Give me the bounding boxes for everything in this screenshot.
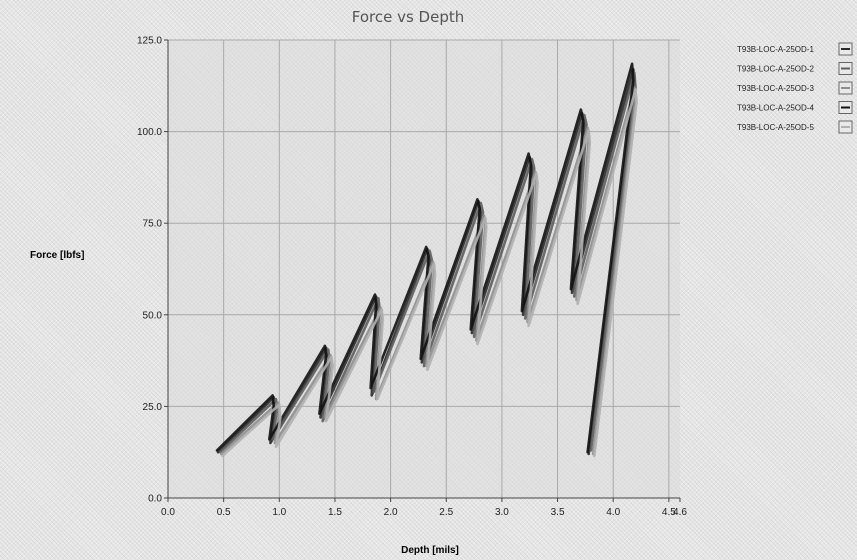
y-tick-label: 100.0: [137, 127, 162, 138]
y-tick-label: 50.0: [143, 310, 163, 321]
series-line-5: [221, 88, 638, 458]
legend-label: T93B-LOC-A-25OD-3: [737, 84, 814, 93]
x-tick-label: 1.0: [272, 507, 286, 518]
legend: T93B-LOC-A-25OD-1 T93B-LOC-A-25OD-2 T93B-L…: [737, 42, 853, 134]
x-tick-label: 0.0: [161, 507, 175, 518]
x-tick-label: 4.5: [662, 507, 676, 518]
series-line-2: [219, 71, 637, 454]
y-tick-label: 25.0: [143, 402, 163, 413]
series-line-4: [215, 62, 635, 454]
series-layer: [215, 62, 638, 458]
x-tick-label: 3.0: [495, 507, 509, 518]
x-tick-label: 3.5: [551, 507, 565, 518]
x-tick-label: 4.0: [606, 507, 620, 518]
y-tick-label: 125.0: [137, 36, 162, 47]
chart-title: Force vs Depth: [352, 8, 465, 26]
x-tick-label: 2.0: [384, 507, 398, 518]
y-tick-label: 75.0: [143, 219, 163, 230]
legend-label: T93B-LOC-A-25OD-5: [737, 123, 814, 132]
x-axis-label: Depth [mils]: [401, 545, 459, 556]
legend-label: T93B-LOC-A-25OD-4: [737, 104, 814, 113]
y-tick-label: 0.0: [148, 494, 162, 505]
plot-area: [167, 39, 680, 499]
x-tick-label: 0.5: [217, 507, 231, 518]
x-tick-label: 2.5: [439, 507, 453, 518]
legend-label: T93B-LOC-A-25OD-1: [737, 45, 814, 54]
y-tick-labels: 0.0 25.0 50.0 75.0 100.0 125.0: [137, 36, 168, 505]
legend-label: T93B-LOC-A-25OD-2: [737, 65, 814, 74]
x-tick-label: 4.6: [673, 507, 687, 518]
x-tick-label: 1.5: [328, 507, 342, 518]
y-axis-label: Force [lbfs]: [30, 250, 84, 261]
x-tick-labels: 0.0 0.5 1.0 1.5 2.0 2.5 3.0 3.5 4.0 4.54.6: [161, 498, 687, 518]
